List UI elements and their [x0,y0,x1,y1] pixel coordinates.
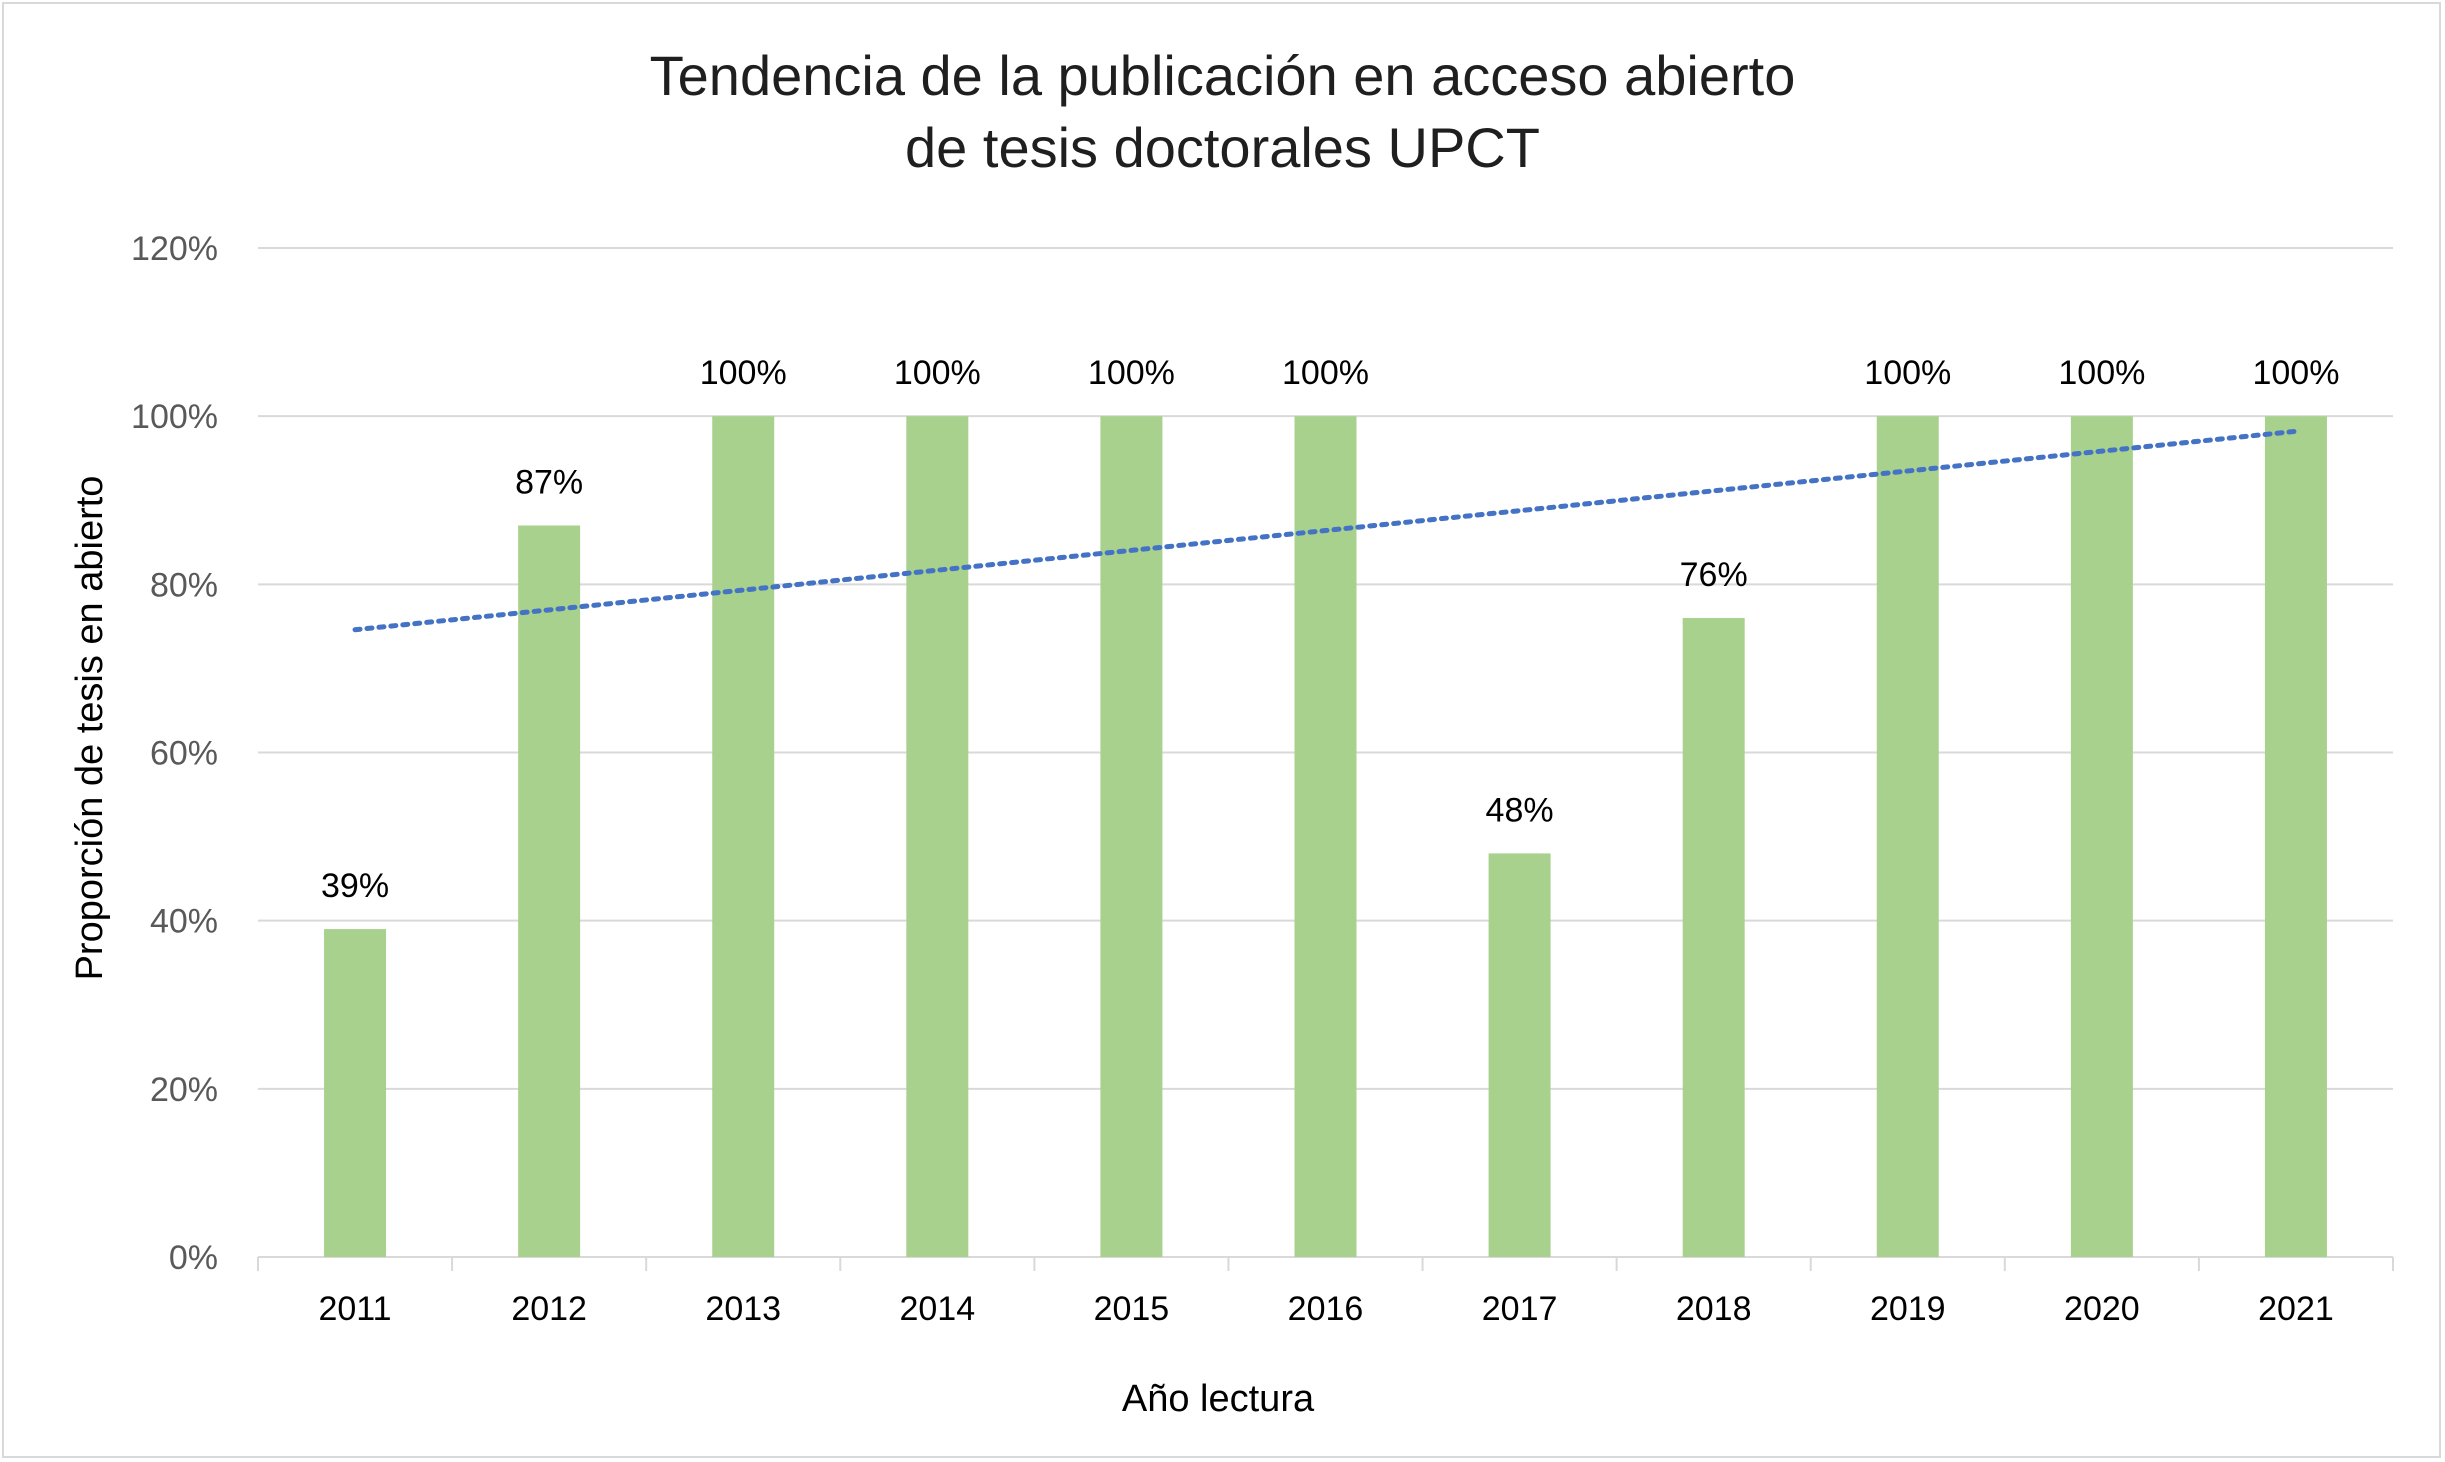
bar [2070,416,2133,1258]
x-tick-label: 2019 [1870,1290,1946,1328]
y-tick-label: 20% [150,1071,218,1109]
data-label: 100% [894,354,981,392]
y-tick-label: 60% [150,735,218,773]
y-tick-label: 100% [131,398,218,436]
data-label: 87% [515,463,583,501]
x-tick-label: 2013 [705,1290,781,1328]
data-label: 100% [700,354,787,392]
chart-title-line-1: Tendencia de la publicación en acceso ab… [649,44,1796,107]
data-label: 48% [1486,791,1554,829]
y-tick-label: 80% [150,566,218,604]
bar [518,525,581,1257]
bar [1488,853,1551,1257]
bar [712,416,775,1258]
data-label: 100% [1088,354,1175,392]
x-tick-label: 2015 [1094,1290,1170,1328]
x-tick-label: 2012 [511,1290,587,1328]
x-tick-label: 2016 [1288,1290,1364,1328]
data-label: 39% [321,867,389,905]
bar [906,416,969,1258]
x-tick-label: 2018 [1676,1290,1752,1328]
y-axis-ticks: 0% 20% 40% 60% 80% 100% 120% [131,230,218,1277]
data-label: 100% [2058,354,2145,392]
trendline-layer [352,428,2299,633]
bar [2264,416,2327,1258]
data-label: 100% [1864,354,1951,392]
y-tick-label: 0% [169,1239,218,1277]
trendline [352,428,2299,633]
y-axis-title: Proporción de tesis en abierto [69,476,111,981]
data-label: 100% [2252,354,2339,392]
x-tick-label: 2011 [318,1290,391,1328]
bar [1682,617,1745,1257]
data-labels: 39% 87% 100% 100% 100% 100% 48% 76% 100% 100% 100% [321,354,2339,905]
x-tick-label: 2017 [1482,1290,1558,1328]
data-label: 100% [1282,354,1369,392]
x-tick-label: 2021 [2258,1290,2334,1328]
x-tick-label: 2014 [899,1290,975,1328]
bar [1876,416,1939,1258]
bar [1294,416,1357,1258]
x-axis-title: Año lectura [1122,1378,1315,1420]
bar [1100,416,1163,1258]
x-axis-ticks: 2011 2012 2013 2014 2015 2016 2017 2018 2019 2020… [318,1290,2333,1328]
bar [324,929,387,1257]
chart-title-line-2: de tesis doctorales UPCT [905,116,1540,179]
chart-title: Tendencia de la publicación en acceso ab… [0,40,2445,184]
data-label: 76% [1680,556,1748,594]
y-tick-label: 120% [131,230,218,268]
x-tick-label: 2020 [2064,1290,2140,1328]
bars [324,416,2327,1258]
y-tick-label: 40% [150,903,218,941]
